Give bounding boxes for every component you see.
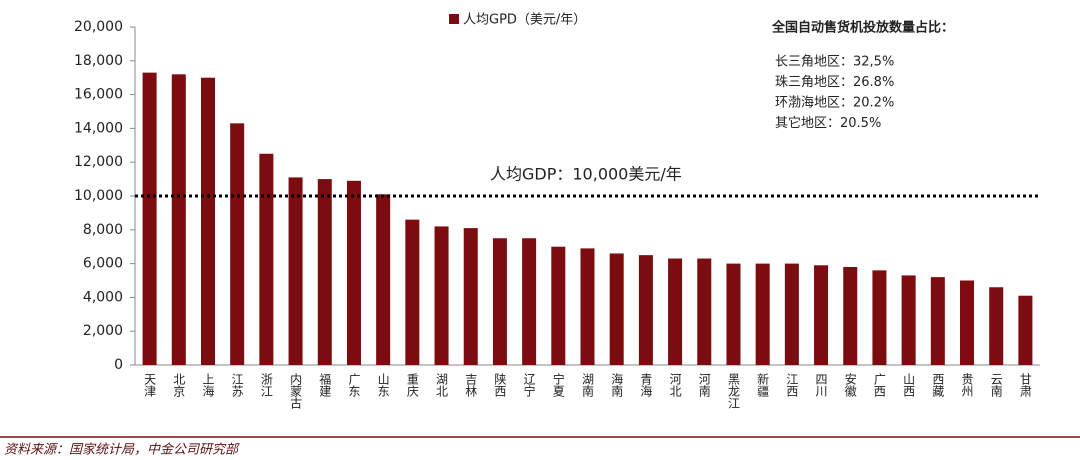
- bar: [580, 248, 595, 365]
- x-tick-label: 云南: [989, 373, 1003, 397]
- source: 资料来源：国家统计局，中金公司研究部: [4, 442, 240, 458]
- bar: [784, 263, 799, 365]
- y-tick-label: 16,000: [74, 87, 123, 103]
- bar: [259, 153, 274, 365]
- annotation-title: 全国自动售货机投放数量占比：: [771, 20, 954, 36]
- bar: [317, 179, 332, 365]
- reference-label: 人均GDP：10,000美元/年: [490, 165, 682, 184]
- y-tick-label: 4,000: [83, 289, 123, 305]
- bar: [200, 77, 215, 365]
- bar: [609, 253, 624, 365]
- bar: [843, 266, 858, 365]
- x-tick-label: 湖南: [581, 372, 595, 397]
- y-tick-label: 14,000: [74, 120, 123, 136]
- bar: [1018, 295, 1033, 365]
- bar: [171, 74, 186, 365]
- bar: [697, 258, 712, 365]
- bar: [405, 219, 420, 365]
- x-tick-label: 山西: [902, 373, 916, 397]
- bar: [434, 226, 449, 365]
- annotation-line: 环渤海地区：20.2%: [775, 95, 894, 111]
- y-tick-label: 10,000: [74, 188, 123, 204]
- bar: [668, 258, 683, 365]
- x-tick-label: 贵州: [960, 373, 974, 397]
- bar: [288, 177, 303, 365]
- bar: [989, 287, 1004, 365]
- y-tick-label: 0: [114, 357, 123, 373]
- x-tick-label: 新疆: [756, 372, 770, 397]
- x-tick-label: 天津: [143, 373, 157, 397]
- x-tick-label: 海南: [610, 372, 624, 397]
- x-tick-label: 辽宁: [522, 373, 536, 397]
- x-tick-label: 黑龙江: [726, 373, 740, 409]
- y-tick-label: 2,000: [83, 323, 123, 339]
- annotation-line: 珠三角地区：26.8%: [775, 75, 894, 90]
- bar: [726, 263, 741, 365]
- bar: [638, 255, 653, 365]
- bar: [492, 238, 507, 365]
- x-tick-label: 上海: [201, 373, 215, 397]
- bar: [755, 263, 770, 365]
- x-tick-label: 甘肃: [1018, 373, 1032, 398]
- annotation-line: 其它地区：20.5%: [775, 115, 881, 131]
- bar: [142, 72, 157, 365]
- x-tick-label: 湖北: [435, 372, 449, 398]
- x-tick-label: 广东: [347, 373, 361, 397]
- x-tick-label: 陕西: [493, 372, 507, 397]
- x-tick-label: 宁夏: [551, 372, 565, 397]
- bar: [463, 228, 478, 365]
- legend-swatch: [449, 14, 459, 24]
- y-tick-label: 8,000: [83, 222, 123, 238]
- x-tick-label: 江西: [785, 373, 799, 397]
- bar: [930, 277, 945, 365]
- x-tick-label: 山东: [376, 373, 390, 397]
- x-tick-label: 四川: [814, 373, 828, 397]
- x-tick-label: 青海: [639, 373, 653, 397]
- annotation-line: 长三角地区：32,5%: [775, 55, 894, 70]
- y-tick-label: 18,000: [74, 53, 123, 69]
- bar: [551, 246, 566, 365]
- y-tick-label: 12,000: [74, 154, 123, 170]
- y-tick-label: 6,000: [83, 256, 123, 272]
- x-tick-label: 河北: [668, 373, 682, 398]
- x-tick-label: 内蒙古: [289, 373, 303, 409]
- bar: [376, 194, 391, 365]
- x-tick-label: 福建: [318, 372, 332, 398]
- bar: [901, 275, 916, 365]
- bar: [230, 123, 245, 365]
- bar: [814, 265, 829, 365]
- x-tick-label: 浙江: [259, 373, 273, 397]
- x-tick-label: 北京: [172, 373, 186, 398]
- legend-label: 人均GPD（美元/年）: [463, 13, 586, 28]
- x-tick-label: 吉林: [464, 373, 478, 397]
- bar: [346, 180, 361, 365]
- bar: [522, 238, 537, 365]
- x-tick-label: 重庆: [405, 373, 419, 397]
- bar: [960, 280, 975, 365]
- x-tick-label: 广西: [872, 373, 886, 397]
- bar: [872, 270, 887, 365]
- x-tick-label: 西藏: [931, 373, 945, 398]
- y-tick-label: 20,000: [74, 19, 123, 35]
- x-tick-label: 安徽: [843, 372, 857, 397]
- x-tick-label: 河南: [697, 373, 711, 397]
- x-tick-label: 江苏: [230, 373, 244, 397]
